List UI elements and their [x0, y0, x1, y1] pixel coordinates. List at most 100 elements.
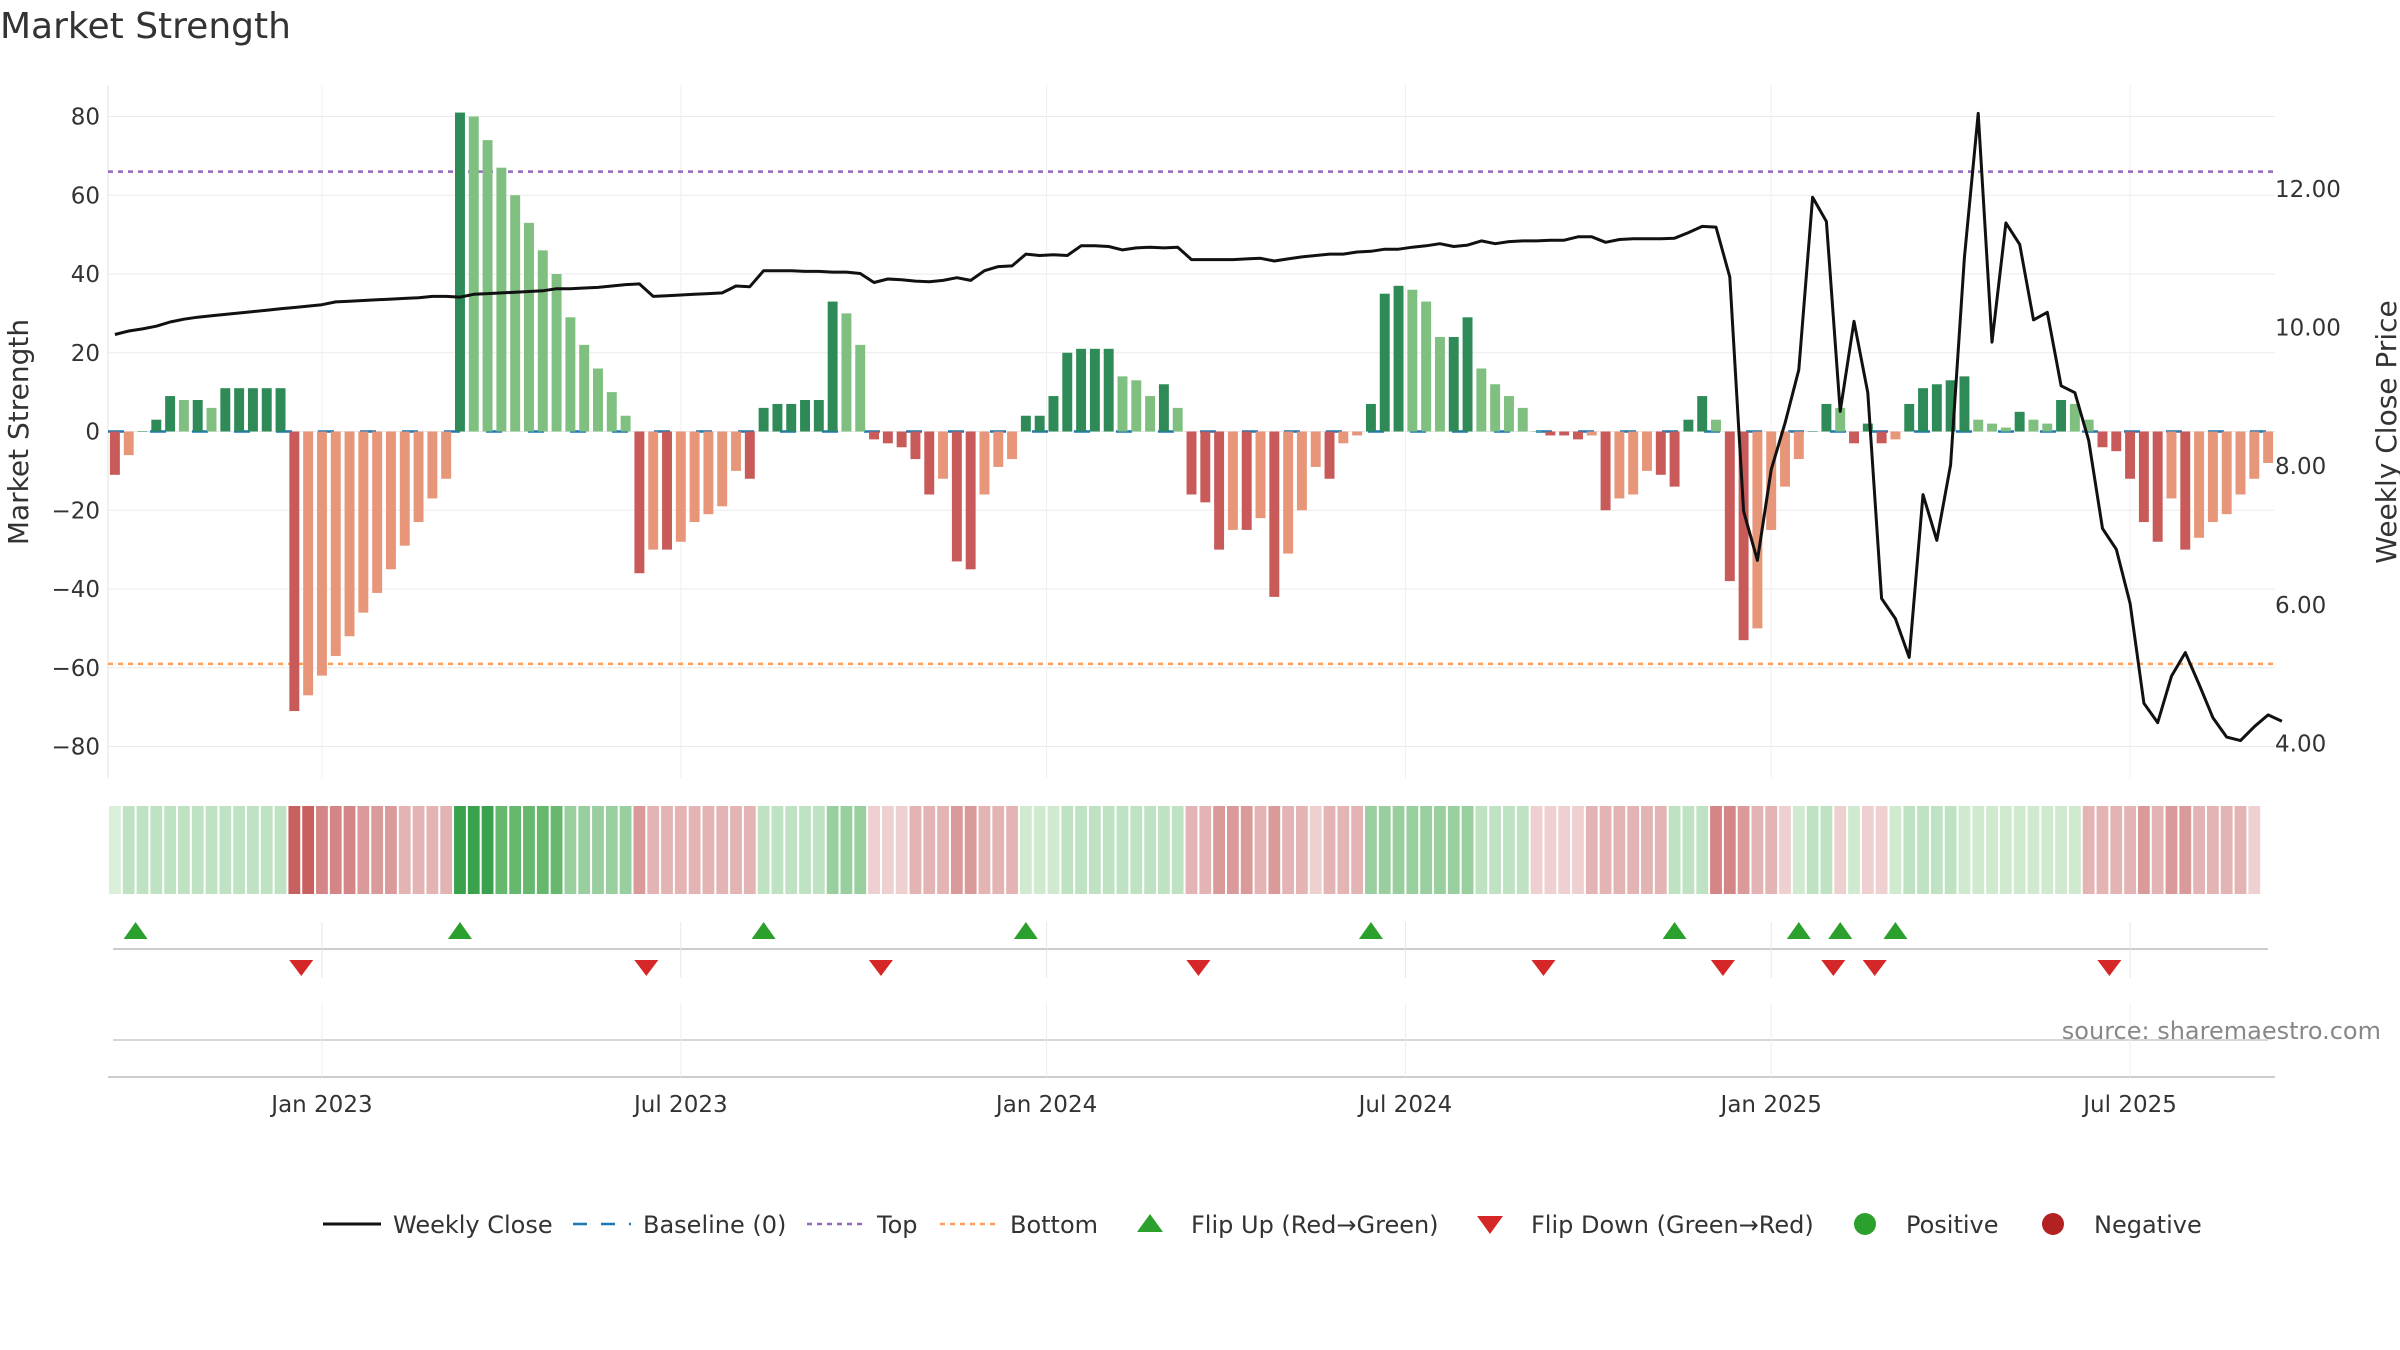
legend-item: Flip Up (Red→Green): [1137, 1211, 1439, 1239]
band-cell: [771, 806, 784, 894]
band-cell: [274, 806, 287, 894]
legend-label: Flip Down (Green→Red): [1531, 1211, 1814, 1239]
strength-bar: [2014, 411, 2025, 432]
band-cell: [1572, 806, 1584, 894]
left-axis-ticks: 80 60 40 20 0 −20 −40 −60 −80: [51, 105, 100, 761]
strength-bar: [1227, 431, 1238, 530]
flip-down-marker: [1821, 960, 1846, 976]
band-cell: [1751, 806, 1764, 894]
band-cell: [1696, 806, 1709, 894]
legend: Weekly Close Baseline (0) Top Bottom Flip Up…: [323, 1211, 2202, 1239]
left-tick-label: −80: [51, 735, 100, 761]
strength-bar: [938, 431, 949, 479]
right-tick-label: 6.00: [2275, 593, 2326, 619]
band-cell: [412, 806, 425, 894]
band-cell: [854, 806, 867, 894]
band-cell: [329, 806, 342, 894]
strength-bar: [1393, 285, 1404, 432]
band-cell: [288, 806, 301, 894]
strength-bar: [1462, 317, 1473, 432]
strength-bar: [1365, 403, 1376, 432]
band-cell: [1075, 806, 1087, 894]
strength-bar: [2111, 431, 2122, 452]
strength-bar: [951, 431, 962, 562]
band-cell: [1530, 806, 1543, 894]
left-tick-label: 20: [71, 341, 100, 367]
date-tick-label: Jul 2024: [1357, 1092, 1453, 1118]
band-cell: [730, 806, 742, 894]
strength-bar: [593, 368, 603, 432]
strength-bar: [1476, 368, 1487, 432]
band-cell: [909, 806, 922, 894]
band-cell: [812, 806, 825, 894]
strength-bar: [1973, 419, 1984, 432]
flip-down-marker: [868, 960, 893, 976]
strength-bar: [1448, 337, 1459, 432]
band-cell: [1834, 806, 1847, 894]
band-cell: [785, 806, 798, 894]
strength-bar: [965, 431, 976, 570]
strength-bar: [2056, 400, 2067, 432]
date-tick-label: Jan 2024: [994, 1092, 1097, 1118]
strength-bar: [537, 250, 548, 432]
flip-down-marker: [1186, 960, 1211, 976]
strength-bar: [1559, 431, 1570, 436]
strength-bar: [1655, 431, 1666, 475]
band-cell: [1351, 806, 1364, 894]
band-cell: [1875, 806, 1888, 894]
band-cell: [2013, 806, 2026, 894]
strength-bar: [1241, 431, 1252, 530]
band-cell: [1406, 806, 1419, 894]
strength-bar: [1711, 419, 1721, 432]
band-cell: [881, 806, 894, 894]
band-cell: [454, 806, 466, 894]
flip-down-marker: [1710, 960, 1735, 976]
right-tick-label: 8.00: [2275, 454, 2326, 480]
band-cell: [1999, 806, 2012, 894]
band-cell: [605, 806, 618, 894]
left-tick-label: 0: [85, 420, 100, 446]
strength-heat-band: [109, 806, 2261, 894]
band-cell: [716, 806, 729, 894]
legend-item: Flip Down (Green→Red): [1477, 1211, 1814, 1239]
strength-bar: [1890, 431, 1901, 440]
strength-bar: [206, 407, 217, 432]
legend-swatch-dot: [1854, 1213, 1876, 1235]
band-cell: [647, 806, 660, 894]
strength-bar: [137, 431, 148, 432]
strength-bar: [330, 431, 341, 656]
strength-bar: [2028, 419, 2039, 432]
legend-label: Flip Up (Red→Green): [1191, 1211, 1439, 1239]
band-cell: [1240, 806, 1253, 894]
flip-down-marker: [634, 960, 659, 976]
strength-bar: [234, 388, 245, 432]
strength-bar: [1490, 384, 1501, 432]
band-cell: [233, 806, 246, 894]
lower-panel: [108, 1003, 2275, 1078]
band-cell: [164, 806, 177, 894]
band-cell: [2027, 806, 2040, 894]
strength-bar: [2180, 431, 2191, 550]
strength-bar: [1931, 384, 1942, 432]
flip-up-marker: [1358, 922, 1383, 939]
strength-bar: [1642, 431, 1652, 471]
band-cell: [205, 806, 218, 894]
strength-bar: [993, 431, 1004, 467]
band-cell: [1958, 806, 1971, 894]
strength-bar: [2263, 431, 2274, 463]
band-cell: [1641, 806, 1653, 894]
strength-bar: [109, 431, 120, 475]
strength-bar: [551, 274, 562, 432]
strength-bar: [427, 431, 438, 499]
band-cell: [481, 806, 494, 894]
strength-bar: [1807, 431, 1818, 432]
strength-bar: [275, 388, 286, 432]
strength-bar: [896, 431, 907, 448]
band-cell: [2220, 806, 2233, 894]
strength-bar: [1780, 431, 1790, 487]
strength-bar: [869, 431, 880, 440]
band-cell: [1972, 806, 1985, 894]
strength-bar: [358, 431, 369, 613]
strength-bar: [178, 400, 189, 432]
band-cell: [868, 806, 880, 894]
